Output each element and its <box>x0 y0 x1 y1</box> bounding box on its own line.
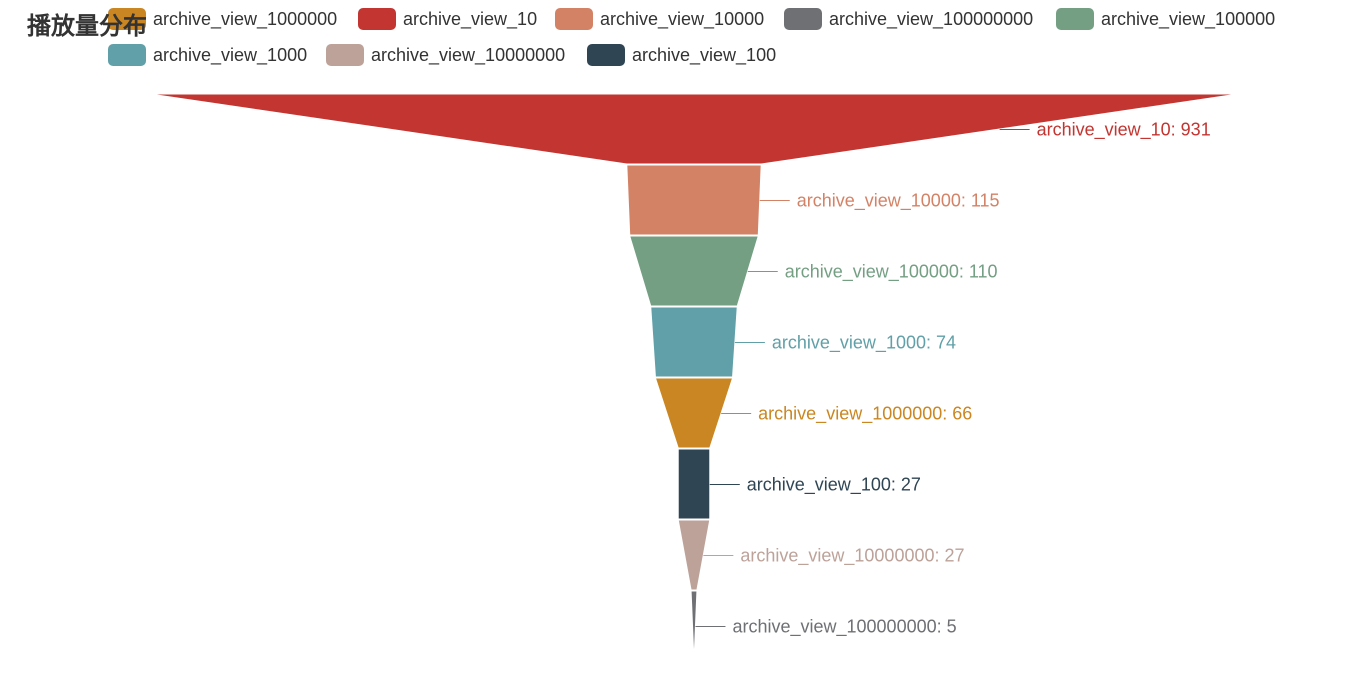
funnel-label: archive_view_100000000: 5 <box>732 617 956 638</box>
legend-swatch <box>784 8 822 30</box>
funnel-label: archive_view_100000: 110 <box>785 262 998 283</box>
legend-label: archive_view_10000000 <box>371 44 566 65</box>
legend-swatch <box>1056 8 1094 30</box>
legend-swatch <box>358 8 396 30</box>
legend-label: archive_view_1000 <box>153 44 308 65</box>
legend-item[interactable]: archive_view_100000 <box>1056 7 1275 31</box>
legend-item[interactable]: archive_view_1000 <box>108 43 307 67</box>
legend-item[interactable]: archive_view_10 <box>358 7 537 31</box>
funnel-segment[interactable] <box>650 306 738 378</box>
legend: archive_view_1000000 archive_view_10 archi… <box>0 0 1347 80</box>
legend-swatch <box>555 8 593 30</box>
funnel-segment[interactable] <box>677 448 711 520</box>
funnel-label: archive_view_1000000: 66 <box>758 404 972 425</box>
legend-swatch <box>108 8 146 30</box>
funnel-segment[interactable] <box>654 377 734 449</box>
funnel-segment[interactable] <box>677 519 711 591</box>
legend-label: archive_view_100 <box>632 44 777 65</box>
legend-item[interactable]: archive_view_10000 <box>555 7 764 31</box>
chart-title: 播放量分布 <box>27 12 147 40</box>
legend-label: archive_view_1000000 <box>153 8 338 29</box>
legend-label: archive_view_100000000 <box>829 8 1034 29</box>
legend-item[interactable]: archive_view_100000000 <box>784 7 1033 31</box>
legend-swatch <box>108 44 146 66</box>
funnel-segment[interactable] <box>629 235 759 307</box>
legend-item[interactable]: archive_view_100 <box>587 43 776 67</box>
legend-label: archive_view_10 <box>403 8 538 29</box>
legend-label: archive_view_10000 <box>600 8 765 29</box>
funnel-segment[interactable] <box>149 93 1239 165</box>
funnel-label: archive_view_1000: 74 <box>772 333 956 354</box>
funnel-segment[interactable] <box>626 164 762 236</box>
legend-swatch <box>587 44 625 66</box>
legend-item[interactable]: archive_view_10000000 <box>326 43 565 67</box>
funnel-label: archive_view_10: 931 <box>1037 120 1211 141</box>
funnel-label: archive_view_10000000: 27 <box>740 546 964 567</box>
legend-swatch <box>326 44 364 66</box>
funnel-label: archive_view_100: 27 <box>747 475 921 496</box>
legend-item[interactable]: archive_view_1000000 <box>108 7 337 31</box>
legend-label: archive_view_100000 <box>1101 8 1276 29</box>
funnel-label: archive_view_10000: 115 <box>797 191 1000 212</box>
